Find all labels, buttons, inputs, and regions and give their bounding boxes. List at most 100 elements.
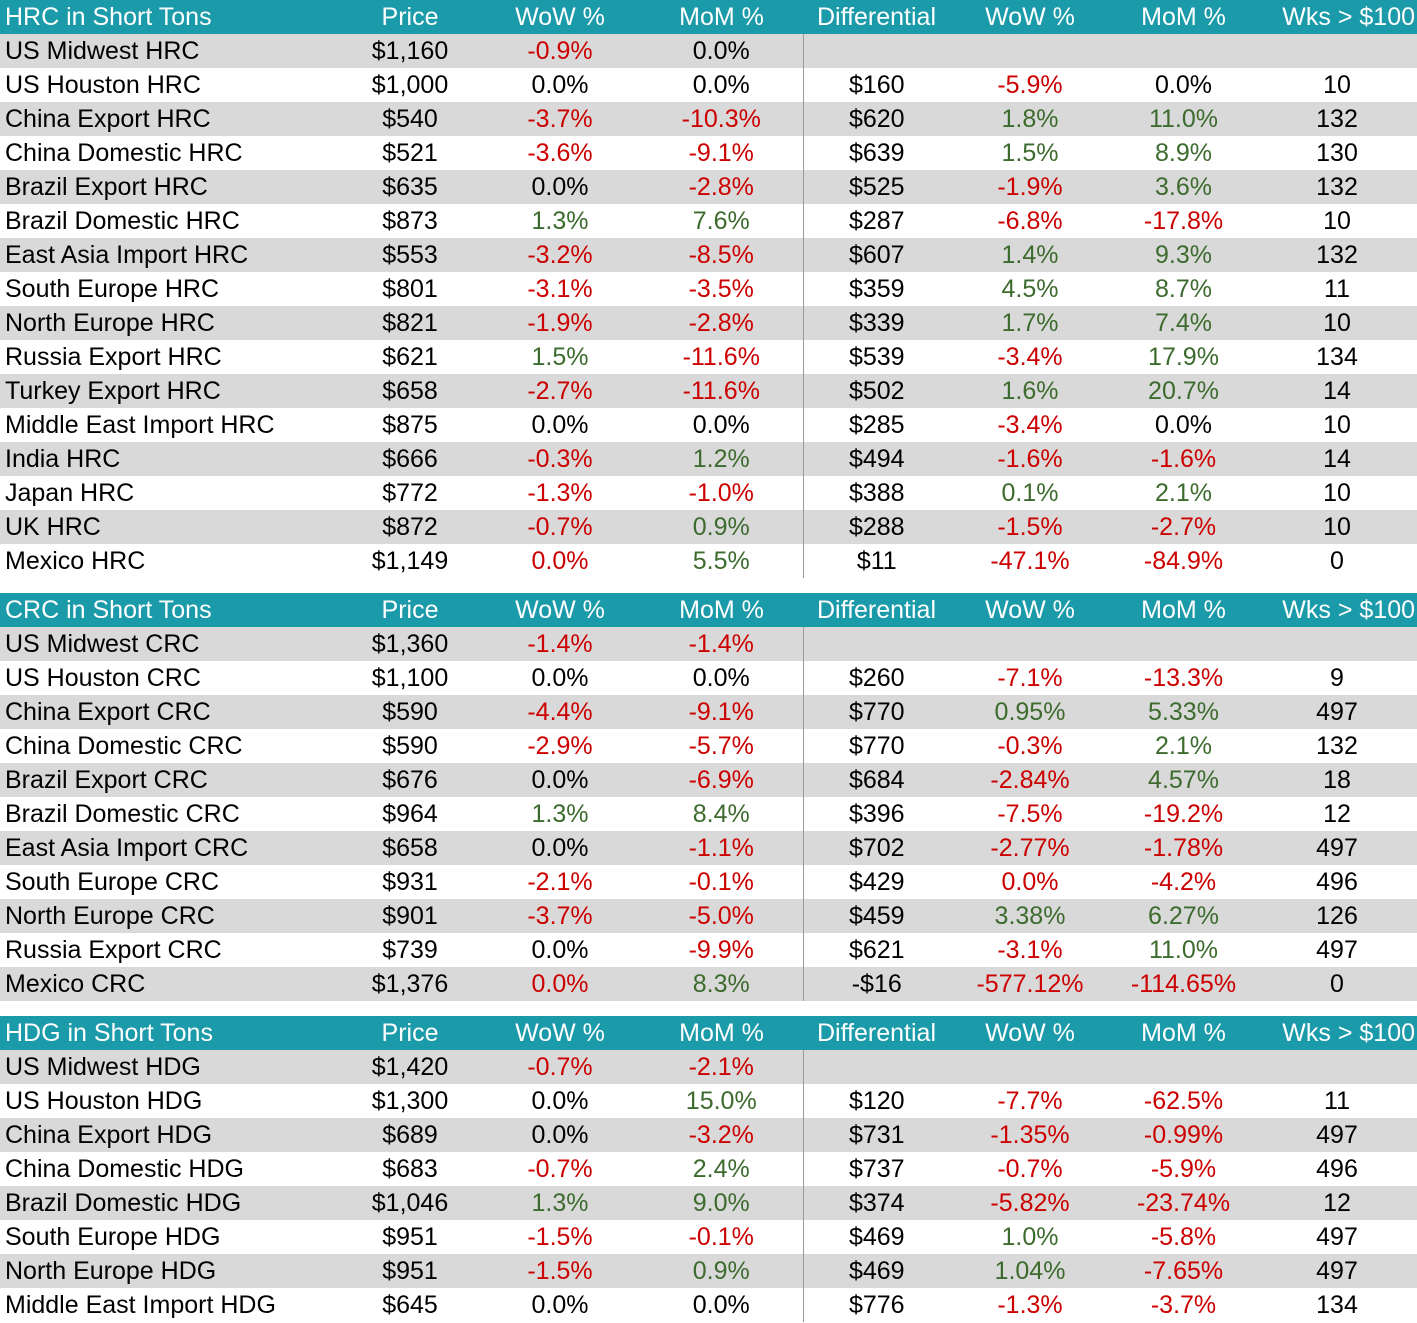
column-header-product-name: HRC in Short Tons bbox=[0, 0, 340, 34]
cell-price: $621 bbox=[382, 343, 438, 371]
cell-price: $931 bbox=[382, 868, 438, 896]
cell-diff-mom: -114.65% bbox=[1110, 967, 1257, 1001]
cell-diff-mom: -0.99% bbox=[1110, 1118, 1257, 1152]
cell-product-name: Brazil Export HRC bbox=[0, 170, 340, 204]
column-header-diff-mom: MoM % bbox=[1110, 0, 1257, 34]
column-header-weeks-over-100: Wks > $100 bbox=[1257, 593, 1417, 627]
cell-diff-wow: -1.5% bbox=[950, 510, 1110, 544]
cell-product-name: North Europe HDG bbox=[0, 1254, 340, 1288]
cell-differential: $120 bbox=[848, 1087, 905, 1115]
table-row: Brazil Export CRC $676 0.0% -6.9% $684 -2.84%… bbox=[0, 763, 1417, 797]
cell-diff-mom: -7.65% bbox=[1110, 1254, 1257, 1288]
cell-differential: $388 bbox=[848, 479, 905, 507]
cell-weeks-over-100: 130 bbox=[1316, 139, 1358, 167]
cell-price-wow: -3.6% bbox=[527, 139, 593, 167]
table-row: North Europe HRC $821 -1.9% -2.8% $339 1.7% 7.… bbox=[0, 306, 1417, 340]
table-row: Mexico CRC $1,376 0.0% 8.3% -$16 -577.12% -114… bbox=[0, 967, 1417, 1001]
cell-diff-wow: 4.5% bbox=[1001, 275, 1059, 303]
cell-price: $1,149 bbox=[371, 547, 449, 575]
cell-diff-mom: -1.6% bbox=[1110, 442, 1257, 476]
cell-price-mom: -5.0% bbox=[640, 899, 804, 933]
column-header-weeks-over-100: Wks > $100 bbox=[1257, 0, 1417, 34]
cell-weeks-over-100: 10 bbox=[1323, 207, 1351, 235]
table-row: South Europe HDG $951 -1.5% -0.1% $469 1.0% -5… bbox=[0, 1220, 1417, 1254]
cell-price-mom: 2.4% bbox=[640, 1152, 804, 1186]
column-header-product-name: CRC in Short Tons bbox=[0, 593, 340, 627]
cell-product-name: China Domestic HRC bbox=[5, 139, 243, 167]
cell-diff-wow: -1.9% bbox=[950, 170, 1110, 204]
table-row: UK HRC $872 -0.7% 0.9% $288 -1.5% -2.7% 10 bbox=[0, 510, 1417, 544]
cell-product-name: Russia Export HRC bbox=[5, 343, 222, 371]
cell-price-wow: -2.9% bbox=[527, 732, 593, 760]
cell-differential: $459 bbox=[803, 899, 950, 933]
cell-price: $801 bbox=[382, 275, 438, 303]
table-section: HDG in Short Tons Price WoW % MoM % Differen… bbox=[0, 1016, 1417, 1322]
cell-differential: -$16 bbox=[803, 967, 950, 1001]
cell-price-wow: 0.0% bbox=[531, 936, 589, 964]
cell-product-name: Mexico HRC bbox=[5, 547, 146, 575]
cell-diff-wow: 0.95% bbox=[950, 695, 1110, 729]
cell-price-mom: -9.9% bbox=[640, 933, 804, 967]
cell-price: $645 bbox=[382, 1291, 438, 1319]
table-row: China Domestic HRC $521 -3.6% -9.1% $639 1.5%… bbox=[0, 136, 1417, 170]
cell-diff-wow: -7.5% bbox=[997, 800, 1063, 828]
cell-diff-mom: 7.4% bbox=[1110, 306, 1257, 340]
table-row: East Asia Import HRC $553 -3.2% -8.5% $607 1.… bbox=[0, 238, 1417, 272]
cell-price: $875 bbox=[382, 411, 438, 439]
cell-differential bbox=[803, 34, 950, 68]
cell-price: $1,000 bbox=[371, 71, 449, 99]
cell-price-mom: 8.3% bbox=[640, 967, 804, 1001]
cell-product-name: Middle East Import HDG bbox=[5, 1291, 276, 1319]
cell-price-wow: -2.7% bbox=[480, 374, 640, 408]
cell-price: $1,300 bbox=[371, 1087, 449, 1115]
cell-price: $658 bbox=[340, 831, 480, 865]
cell-price-wow: -0.9% bbox=[480, 34, 640, 68]
cell-weeks-over-100: 0 bbox=[1330, 547, 1344, 575]
cell-differential: $374 bbox=[803, 1186, 950, 1220]
column-header-diff-wow: WoW % bbox=[950, 593, 1110, 627]
cell-differential: $287 bbox=[848, 207, 905, 235]
column-header-price-wow: WoW % bbox=[480, 0, 640, 34]
cell-differential: $502 bbox=[803, 374, 950, 408]
cell-weeks-over-100: 497 bbox=[1257, 1254, 1417, 1288]
cell-product-name: East Asia Import HRC bbox=[0, 238, 340, 272]
cell-product-name: Brazil Export CRC bbox=[0, 763, 340, 797]
cell-price: $590 bbox=[382, 732, 438, 760]
column-header-differential: Differential bbox=[803, 0, 950, 34]
cell-differential: $620 bbox=[803, 102, 950, 136]
table-row: India HRC $666 -0.3% 1.2% $494 -1.6% -1.6% 14 bbox=[0, 442, 1417, 476]
cell-price-mom: -0.1% bbox=[640, 865, 804, 899]
cell-weeks-over-100 bbox=[1257, 1050, 1417, 1084]
cell-price: $540 bbox=[340, 102, 480, 136]
cell-price: $872 bbox=[340, 510, 480, 544]
cell-product-name: China Export HDG bbox=[0, 1118, 340, 1152]
cell-diff-wow: -6.8% bbox=[997, 207, 1063, 235]
cell-diff-mom: -19.2% bbox=[1143, 800, 1224, 828]
cell-diff-mom: -4.2% bbox=[1150, 868, 1217, 896]
cell-diff-mom: -13.3% bbox=[1143, 664, 1224, 692]
cell-price-mom: 8.4% bbox=[640, 797, 804, 831]
column-header-differential: Differential bbox=[803, 1016, 950, 1050]
cell-diff-wow: 1.0% bbox=[1001, 1223, 1059, 1251]
cell-diff-mom: 4.57% bbox=[1110, 763, 1257, 797]
column-header-weeks-over-100: Wks > $100 bbox=[1257, 1016, 1417, 1050]
cell-product-name: UK HRC bbox=[0, 510, 340, 544]
cell-diff-wow: -5.82% bbox=[950, 1186, 1110, 1220]
cell-diff-wow: 3.38% bbox=[950, 899, 1110, 933]
cell-differential: $770 bbox=[803, 695, 950, 729]
cell-price-mom: -1.1% bbox=[640, 831, 804, 865]
cell-price-wow: 0.0% bbox=[480, 831, 640, 865]
cell-price-wow: 0.0% bbox=[531, 1291, 589, 1319]
cell-weeks-over-100: 10 bbox=[1257, 510, 1417, 544]
cell-diff-mom: 11.0% bbox=[1110, 102, 1257, 136]
cell-differential: $288 bbox=[803, 510, 950, 544]
cell-diff-wow: 1.4% bbox=[950, 238, 1110, 272]
cell-price-wow: -3.7% bbox=[480, 102, 640, 136]
price-table: CRC in Short Tons Price WoW % MoM % Differen… bbox=[0, 593, 1417, 1001]
cell-price-mom: -10.3% bbox=[640, 102, 804, 136]
cell-price-wow: -2.1% bbox=[527, 868, 593, 896]
column-header-product-name: HDG in Short Tons bbox=[0, 1016, 340, 1050]
cell-diff-mom: 9.3% bbox=[1110, 238, 1257, 272]
cell-weeks-over-100: 10 bbox=[1323, 411, 1351, 439]
cell-weeks-over-100: 134 bbox=[1316, 1291, 1358, 1319]
